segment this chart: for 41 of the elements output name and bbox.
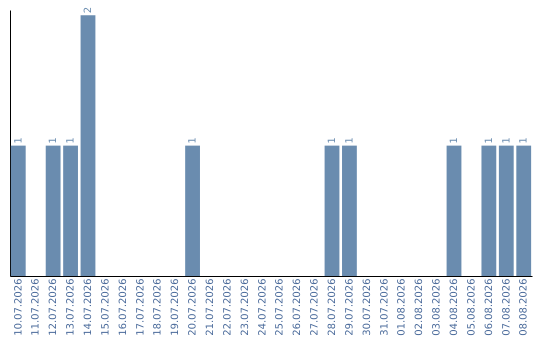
x-tick-label: 04.08.2026 (449, 278, 460, 336)
x-tick-label: 03.08.2026 (432, 278, 443, 336)
x-tick-label: 27.07.2026 (310, 278, 321, 336)
data-label: 1 (48, 137, 60, 144)
data-label: 1 (13, 137, 24, 144)
x-tick-label: 31.07.2026 (379, 278, 390, 336)
data-label: 1 (344, 137, 356, 144)
x-tick-label: 15.07.2026 (100, 278, 112, 336)
x-tick-label: 24.07.2026 (257, 278, 268, 336)
x-tick-label: 21.07.2026 (205, 278, 216, 336)
x-tick-label: 13.07.2026 (66, 278, 77, 336)
x-tick-label: 05.08.2026 (466, 278, 478, 336)
x-tick-label: 29.07.2026 (344, 278, 356, 336)
data-label: 1 (449, 137, 460, 144)
x-tick-label: 11.07.2026 (30, 278, 42, 336)
data-label: 1 (66, 137, 77, 144)
data-label: 1 (188, 137, 199, 144)
x-tick-label: 25.07.2026 (274, 278, 286, 336)
x-tick-label: 12.07.2026 (48, 278, 60, 336)
x-tick-label: 30.07.2026 (362, 278, 373, 336)
data-label: 1 (484, 137, 495, 144)
x-tick-label: 28.07.2026 (327, 278, 338, 336)
x-tick-label: 02.08.2026 (414, 278, 426, 336)
data-label: 2 (82, 6, 94, 14)
x-tick-label: 08.08.2026 (518, 278, 530, 336)
x-tick-label: 23.07.2026 (240, 278, 251, 336)
x-tick-label: 26.07.2026 (292, 278, 304, 336)
x-tick-label: 01.08.2026 (396, 278, 408, 336)
x-tick-label: 14.07.2026 (82, 278, 94, 336)
x-tick-label: 18.07.2026 (152, 278, 164, 336)
x-tick-label: 19.07.2026 (170, 278, 182, 336)
x-tick-label: 16.07.2026 (118, 278, 129, 336)
x-tick-label: 07.08.2026 (501, 278, 512, 336)
x-tick-label: 17.07.2026 (135, 278, 146, 336)
x-tick-label: 06.08.2026 (484, 278, 495, 336)
x-tick-label: 10.07.2026 (13, 278, 24, 336)
data-label: 1 (501, 137, 512, 144)
x-tick-label: 22.07.2026 (222, 278, 234, 336)
data-label: 1 (327, 137, 338, 144)
x-tick-label: 20.07.2026 (188, 278, 199, 336)
data-label: 1 (518, 137, 530, 144)
